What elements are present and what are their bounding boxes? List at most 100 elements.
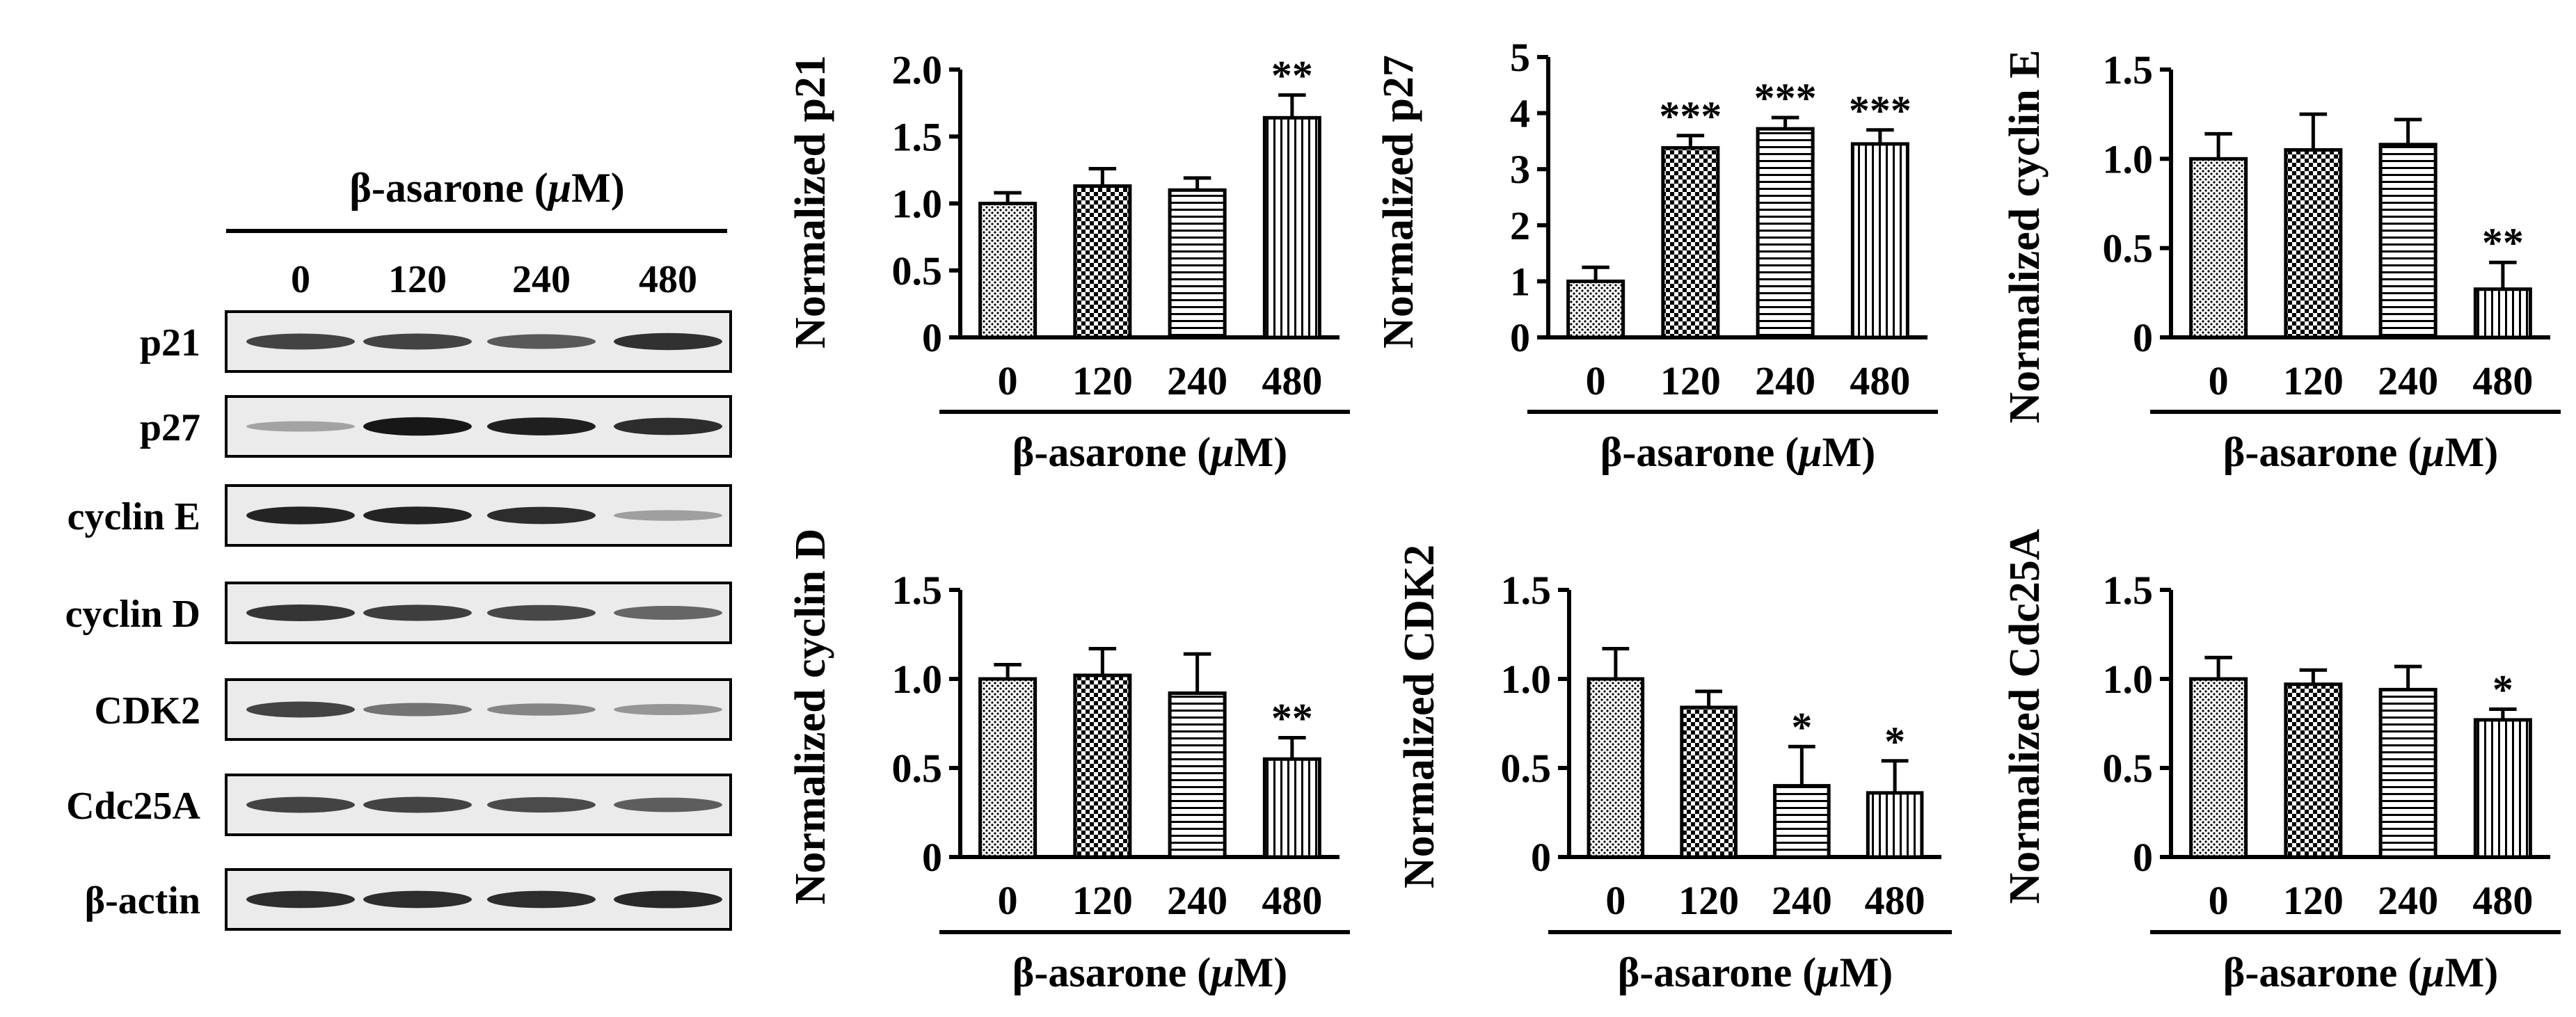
bar — [1262, 757, 1321, 859]
x-axis-label: β-asarone (μM) — [2223, 429, 2498, 475]
blot-band — [487, 604, 596, 621]
x-axis-label: β-asarone (μM) — [2223, 950, 2498, 995]
bar — [1073, 184, 1132, 339]
x-axis-label-unit-symbol: μ — [1814, 950, 1839, 995]
x-axis-label-unit-rest: M) — [2445, 429, 2499, 475]
x-axis-label-unit-rest: M) — [2445, 950, 2499, 995]
blot-dose-label: 240 — [512, 258, 571, 301]
x-tick-label: 120 — [1660, 358, 1721, 403]
chart-normalized-p27: 0 1 2 3 4 5 0 *** 120 *** 240 *** 480 β-asarone (μM) N… — [1375, 35, 1938, 475]
blot-band — [363, 890, 472, 908]
blot-band — [246, 333, 355, 350]
x-axis-label: β-asarone (μM) — [1600, 429, 1875, 475]
bar — [2189, 157, 2248, 339]
blot-band — [614, 333, 722, 351]
x-tick-label: 120 — [2283, 358, 2344, 403]
y-tick-label: 0.5 — [892, 746, 943, 791]
bar — [1866, 791, 1924, 859]
x-tick-label: 480 — [2472, 878, 2533, 923]
x-tick-label: 120 — [1072, 878, 1133, 923]
x-tick-label: 240 — [1755, 358, 1815, 403]
y-tick-label: 2.0 — [892, 47, 943, 93]
blot-rows: p21 p27 cyclin E cyclin D CDK2 Cdc25A β-actin — [65, 310, 732, 931]
blot-band — [614, 890, 722, 908]
x-axis-label-main: β-asarone ( — [2223, 429, 2422, 475]
bar — [1756, 127, 1815, 339]
y-tick-label: 3 — [1510, 147, 1530, 192]
y-tick-label: 0.5 — [2103, 746, 2154, 791]
x-axis-label-main: β-asarone ( — [1012, 429, 1211, 475]
x-axis-label-unit-rest: M) — [1822, 429, 1876, 475]
protein-label: CDK2 — [95, 689, 200, 732]
x-axis-label-unit-rest: M) — [1234, 429, 1288, 475]
blot-band — [487, 417, 596, 435]
bar — [2378, 143, 2438, 339]
x-tick-label: 480 — [2472, 358, 2533, 403]
blot-dose-label: 0 — [291, 258, 310, 301]
bar — [1566, 279, 1625, 339]
y-tick-label: 1.0 — [892, 182, 943, 227]
significance-marker: * — [1884, 719, 1905, 764]
x-axis-label-unit-symbol: μ — [2419, 950, 2444, 995]
x-axis-label-main: β-asarone ( — [1012, 950, 1211, 995]
y-axis-label: Normalized cyclin E — [2001, 49, 2049, 423]
bar — [1168, 691, 1227, 859]
y-tick-label: 1.5 — [2103, 47, 2154, 93]
x-tick-label: 480 — [1262, 878, 1322, 923]
x-tick-label: 120 — [2283, 878, 2344, 923]
x-tick-label: 0 — [1605, 878, 1625, 923]
y-tick-label: 1.5 — [892, 568, 943, 613]
blot-band — [614, 797, 722, 812]
blot-row-p27: p27 — [140, 395, 732, 458]
blot-band — [614, 703, 722, 716]
x-axis-label-unit-symbol: μ — [1209, 950, 1234, 995]
protein-label: β-actin — [85, 879, 200, 922]
x-axis-label-unit-symbol: μ — [1797, 429, 1822, 475]
x-tick-label: 120 — [1678, 878, 1739, 923]
significance-marker: *** — [1754, 75, 1817, 121]
significance-marker: ** — [1271, 695, 1313, 741]
blot-band — [246, 604, 355, 622]
significance-marker: *** — [1659, 93, 1722, 139]
y-tick-label: 0 — [2133, 315, 2153, 360]
y-tick-label: 1.5 — [892, 114, 943, 159]
bar — [2473, 287, 2532, 339]
blot-band — [614, 510, 722, 521]
y-tick-label: 1.5 — [2103, 568, 2154, 613]
blot-band — [246, 506, 355, 524]
y-tick-label: 0.5 — [2103, 226, 2154, 271]
blot-band — [487, 796, 596, 813]
protein-label: p27 — [140, 406, 200, 449]
x-axis-label: β-asarone (μM) — [1618, 950, 1893, 995]
x-tick-label: 120 — [1072, 358, 1133, 403]
bar — [2473, 718, 2532, 859]
significance-marker: ** — [2482, 220, 2524, 266]
chart-normalized-cyclin-e: 0 0.5 1.0 1.5 0 120 240 ** 480 β-asarone (μM) Norm… — [2001, 47, 2561, 475]
blot-band — [614, 605, 722, 620]
protein-label: p21 — [140, 321, 200, 365]
chart-normalized-cdc25a: 0 0.5 1.0 1.5 0 120 240 * 480 β-asarone (μM) Norma… — [2001, 529, 2561, 995]
blot-row-cyclin-d: cyclin D — [65, 582, 732, 644]
x-axis-label-main: β-asarone ( — [2223, 950, 2422, 995]
blot-row-p21: p21 — [140, 310, 732, 373]
x-tick-label: 480 — [1850, 358, 1910, 403]
y-tick-label: 1.0 — [2103, 136, 2154, 182]
bar — [1680, 705, 1738, 859]
bar — [978, 202, 1037, 339]
bar — [1587, 677, 1645, 859]
y-tick-label: 1.0 — [892, 657, 943, 702]
y-tick-label: 0 — [1510, 315, 1530, 360]
blot-band — [363, 333, 472, 350]
y-tick-label: 0 — [922, 835, 942, 880]
y-tick-label: 0.5 — [1501, 746, 1552, 791]
western-blot-panel: β-asarone (μM) 0 120 240 480 p21 p27 cyclin E… — [65, 165, 732, 931]
y-axis-label: Normalized p21 — [787, 55, 834, 349]
bar — [2378, 687, 2438, 859]
y-tick-label: 5 — [1510, 35, 1530, 80]
bar — [978, 677, 1037, 859]
bar — [1661, 146, 1720, 339]
blot-band — [363, 703, 472, 716]
y-axis-label: Normalized Cdc25A — [2001, 529, 2049, 904]
significance-marker: * — [1791, 704, 1812, 750]
